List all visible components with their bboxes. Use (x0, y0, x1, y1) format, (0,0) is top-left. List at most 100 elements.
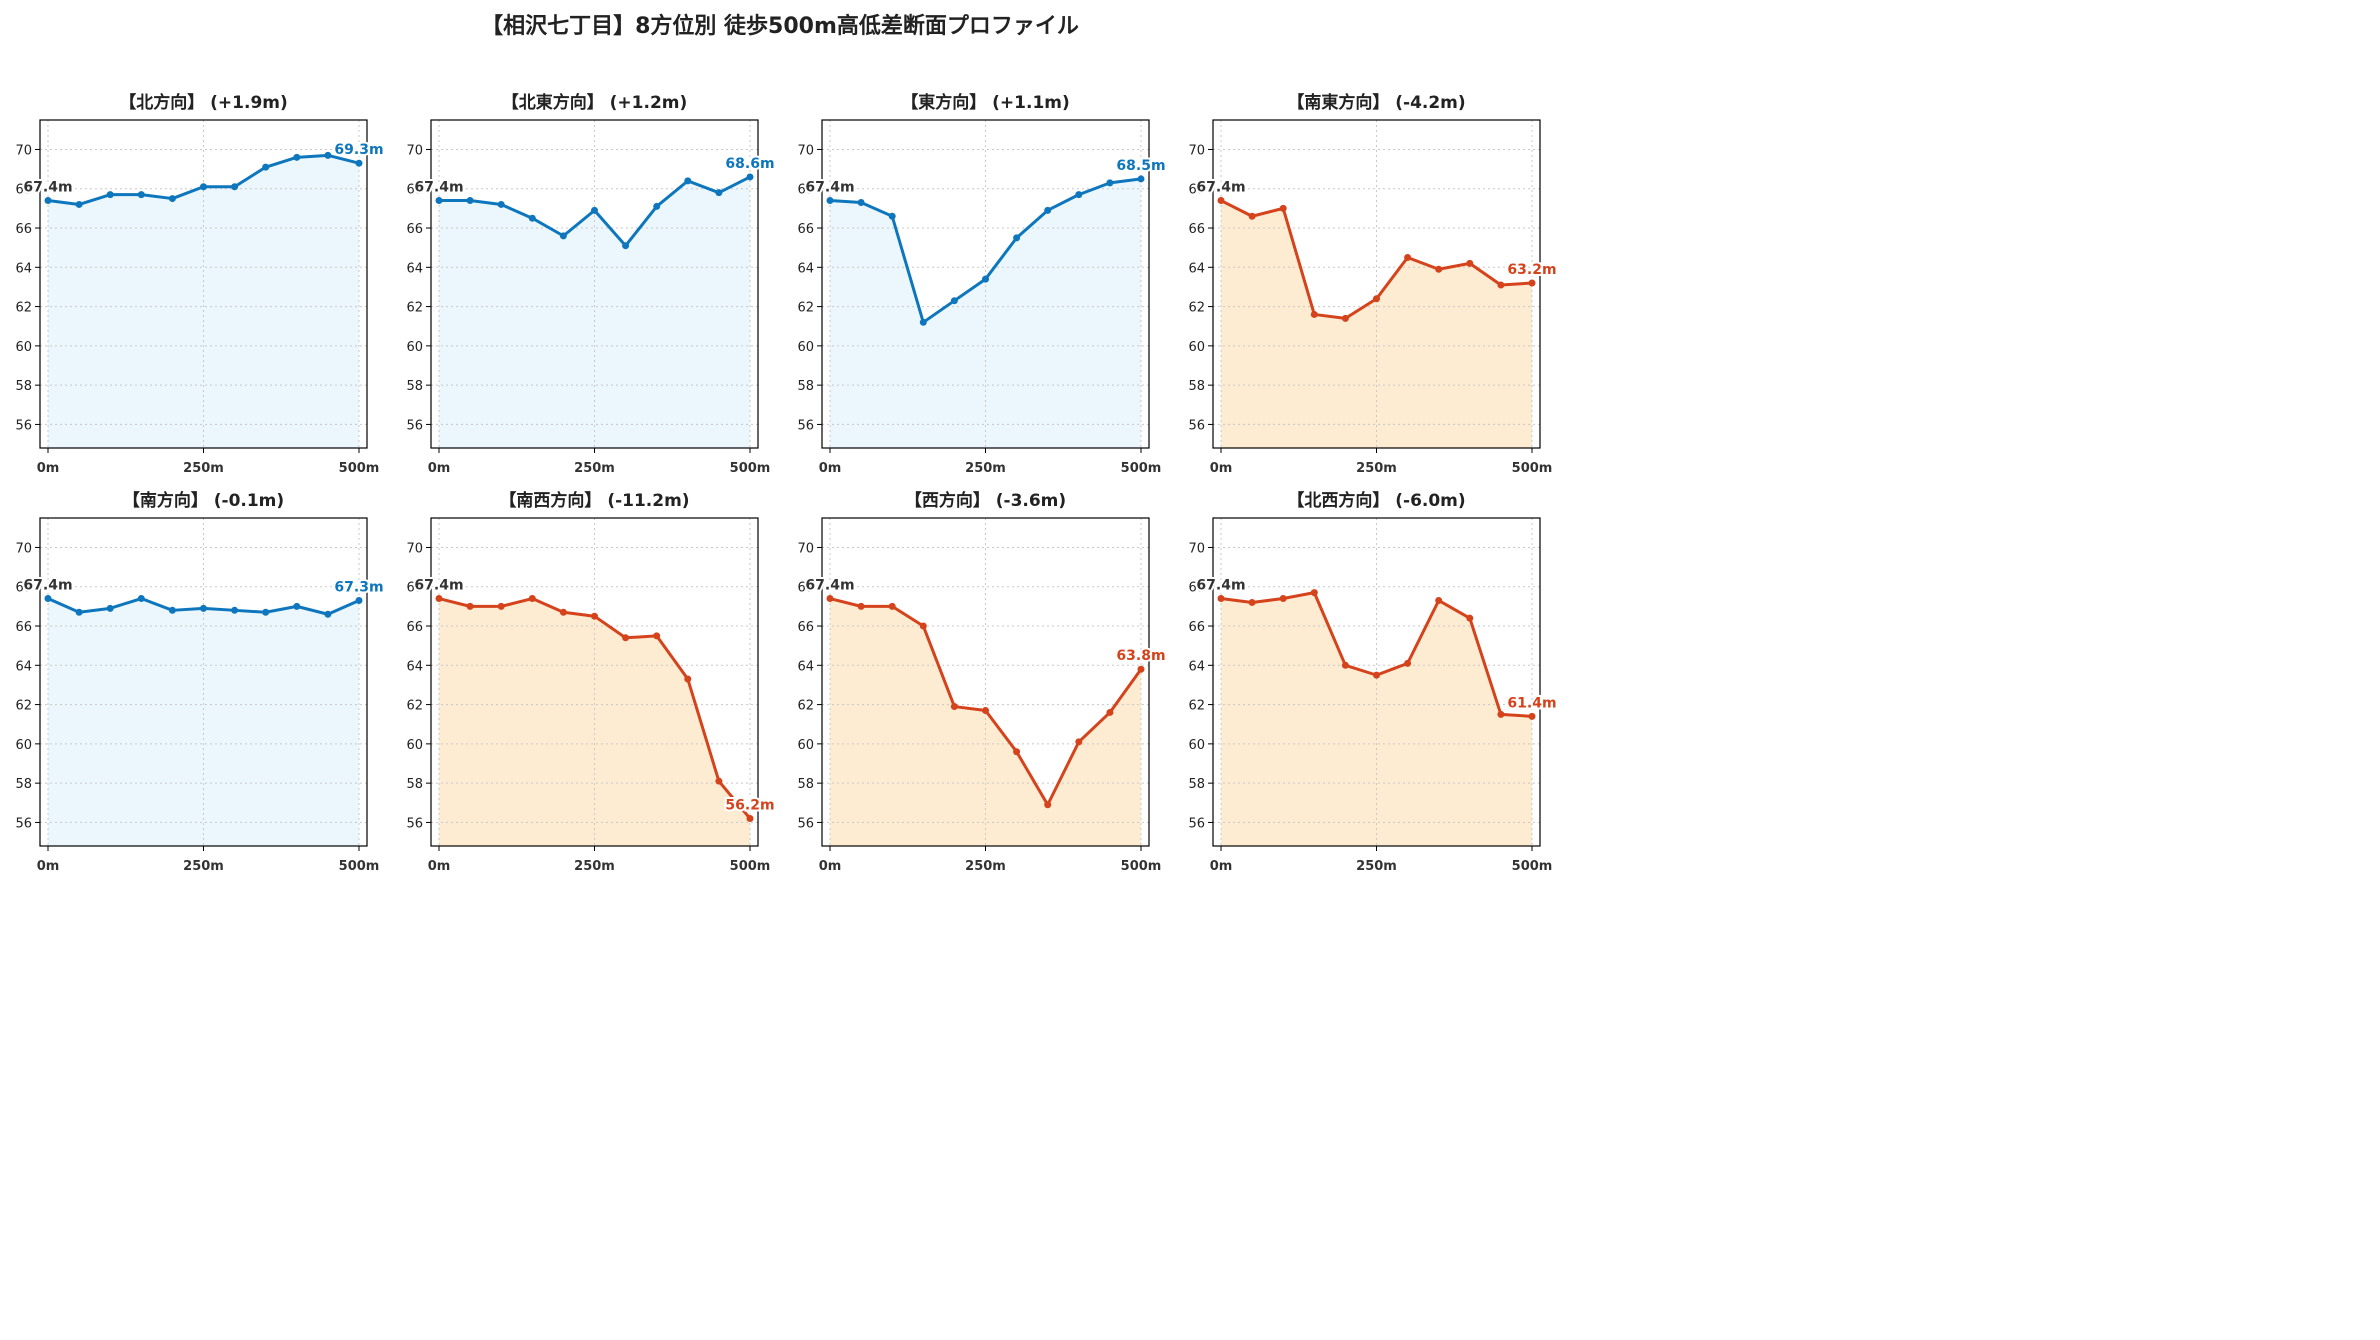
y-tick-label: 70 (406, 541, 423, 556)
data-point (1466, 259, 1474, 267)
data-point (1248, 598, 1256, 606)
y-tick-label: 70 (1188, 143, 1205, 158)
data-point (1044, 801, 1052, 809)
x-tick-label: 250m (574, 461, 615, 476)
data-point (1217, 595, 1225, 603)
data-point (653, 632, 661, 640)
y-tick-label: 56 (1188, 418, 1205, 433)
x-tick-label: 250m (1356, 461, 1397, 476)
data-point (950, 703, 958, 711)
panel-2: 56 58 60 62 64 66 68 70 0m 250m 500m 【東方向】 (+1.1m) 6… (797, 92, 1167, 476)
y-tick-label: 66 (797, 620, 814, 635)
y-tick-label: 60 (797, 738, 814, 753)
y-tick-label: 64 (406, 659, 423, 674)
data-point (1013, 748, 1021, 756)
y-tick-label: 56 (406, 418, 423, 433)
data-point (1248, 212, 1256, 220)
panel-title: 【東方向】 (+1.1m) (901, 92, 1070, 113)
y-tick-label: 68 (797, 581, 814, 596)
x-tick-label: 250m (965, 859, 1006, 874)
x-tick-label: 500m (1512, 461, 1553, 476)
y-tick-label: 70 (406, 143, 423, 158)
data-point (293, 153, 301, 161)
x-tick-label: 0m (1210, 461, 1233, 476)
panel-title: 【南西方向】 (-11.2m) (499, 490, 689, 511)
y-tick-label: 68 (406, 183, 423, 198)
x-tick-label: 500m (1121, 461, 1162, 476)
data-point (1310, 310, 1318, 318)
start-elevation-label: 67.4m (23, 578, 72, 594)
elevation-area-fill (830, 178, 1141, 448)
data-point (324, 151, 332, 159)
data-point (1497, 710, 1505, 718)
data-point (1373, 671, 1380, 679)
x-tick-label: 500m (730, 461, 771, 476)
y-tick-label: 56 (797, 816, 814, 831)
data-point (355, 596, 363, 604)
y-tick-label: 62 (15, 301, 32, 316)
panel-4: 56 58 60 62 64 66 68 70 0m 250m 500m 【南方向】 (-0.1m) 6… (15, 490, 385, 874)
x-tick-label: 0m (428, 461, 451, 476)
start-elevation-label: 67.4m (1196, 578, 1245, 594)
panel-title: 【南方向】 (-0.1m) (123, 490, 284, 511)
data-point (559, 608, 567, 616)
y-tick-label: 66 (1188, 222, 1205, 237)
x-tick-label: 250m (183, 859, 224, 874)
data-point (293, 602, 301, 610)
data-point (75, 200, 83, 208)
x-tick-label: 500m (1512, 859, 1553, 874)
data-point (1075, 738, 1083, 746)
data-point (1497, 281, 1505, 289)
y-tick-label: 64 (406, 261, 423, 276)
data-point (137, 595, 145, 603)
data-point (435, 197, 443, 205)
data-point (919, 622, 927, 630)
data-point (715, 189, 723, 197)
data-point (982, 275, 989, 283)
y-tick-label: 60 (15, 340, 32, 355)
y-tick-label: 70 (797, 143, 814, 158)
x-tick-label: 250m (965, 461, 1006, 476)
end-elevation-label: 63.8m (1116, 648, 1165, 664)
data-point (622, 242, 630, 250)
data-point (1013, 234, 1021, 242)
end-elevation-label: 63.2m (1507, 262, 1556, 278)
end-elevation-label: 68.6m (725, 156, 774, 172)
y-tick-label: 58 (15, 379, 32, 394)
y-tick-label: 66 (797, 222, 814, 237)
y-tick-label: 68 (15, 581, 32, 596)
data-point (1106, 179, 1114, 187)
data-point (1435, 596, 1443, 604)
data-point (528, 595, 536, 603)
data-point (466, 197, 474, 205)
y-tick-label: 58 (1188, 777, 1205, 792)
data-point (888, 602, 896, 610)
data-point (1106, 708, 1114, 716)
elevation-area-fill (439, 176, 750, 449)
x-tick-label: 500m (730, 859, 771, 874)
figure-title: 【相沢七丁目】8方位別 徒歩500m高低差断面プロファイル (481, 14, 1079, 39)
y-tick-label: 60 (15, 738, 32, 753)
y-tick-label: 56 (797, 418, 814, 433)
data-point (857, 198, 865, 206)
y-tick-label: 68 (406, 581, 423, 596)
end-elevation-label: 61.4m (1507, 695, 1556, 711)
y-tick-label: 64 (15, 261, 32, 276)
y-tick-label: 56 (406, 816, 423, 831)
y-tick-label: 66 (406, 222, 423, 237)
y-tick-label: 62 (797, 699, 814, 714)
elevation-area-fill (830, 598, 1141, 846)
y-tick-label: 58 (1188, 379, 1205, 394)
data-point (982, 706, 989, 714)
panel-5: 56 58 60 62 64 66 68 70 0m 250m 500m 【南西方向】 (-11.2m… (406, 490, 776, 874)
y-tick-label: 58 (15, 777, 32, 792)
x-tick-label: 0m (1210, 859, 1233, 874)
y-tick-label: 56 (15, 418, 32, 433)
data-point (106, 604, 114, 612)
data-point (1404, 253, 1412, 261)
x-tick-label: 250m (1356, 859, 1397, 874)
data-point (684, 675, 692, 683)
panel-0: 56 58 60 62 64 66 68 70 0m 250m 500m 【北方向】 (+1.9m) 6… (15, 92, 385, 476)
y-tick-label: 58 (406, 777, 423, 792)
x-tick-label: 0m (37, 859, 60, 874)
